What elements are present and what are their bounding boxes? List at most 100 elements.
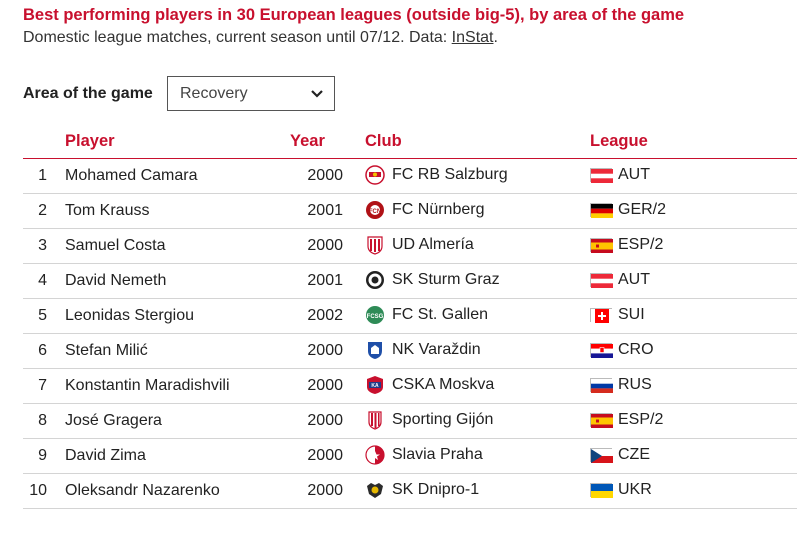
svg-text:KA: KA (371, 383, 379, 389)
row-rank: 8 (38, 412, 47, 429)
row-club-name: Slavia Praha (392, 446, 483, 463)
row-club: Slavia Praha (365, 445, 483, 465)
czechia-flag-icon (590, 448, 613, 463)
switzerland-flag-icon (590, 308, 613, 323)
row-league: AUT (590, 166, 650, 184)
club-logo-icon (365, 445, 385, 465)
players-table: Player Year Club League 1 Mohamed Camara 2… (23, 124, 797, 509)
row-player: David Nemeth (65, 272, 167, 289)
row-club-name: SK Dnipro-1 (392, 481, 480, 498)
club-logo-icon (368, 342, 382, 359)
club-logo-icon (365, 165, 385, 185)
club-logo-icon (368, 411, 382, 430)
area-select-value: Recovery (180, 84, 248, 102)
svg-text:FCSG: FCSG (367, 314, 384, 320)
row-player: David Zima (65, 447, 146, 464)
row-rank: 10 (29, 482, 47, 499)
row-rank: 2 (38, 202, 47, 219)
row-club-name: FC St. Gallen (392, 306, 489, 323)
table-header: Player Year Club League (23, 124, 797, 159)
row-league-code: ESP/2 (618, 236, 664, 253)
table-row: 1 Mohamed Camara 2000 FC RB Salzburg AUT (23, 159, 797, 194)
ukraine-flag-icon (590, 483, 613, 498)
row-rank: 5 (38, 307, 47, 324)
header-league[interactable]: League (590, 132, 648, 150)
subtitle-suffix: . (493, 29, 498, 46)
row-player: Stefan Milić (65, 342, 148, 359)
row-rank: 1 (38, 167, 47, 184)
row-league-code: AUT (618, 166, 650, 183)
row-player: Tom Krauss (65, 202, 150, 219)
header-club[interactable]: Club (365, 132, 402, 150)
row-league-code: CZE (618, 446, 650, 463)
row-league: CRO (590, 341, 654, 359)
row-club: KA CSKA Moskva (365, 375, 494, 395)
data-source-link[interactable]: InStat (451, 29, 494, 46)
russia-flag-icon (590, 378, 613, 393)
filter-label: Area of the game (23, 85, 153, 102)
row-league: SUI (590, 306, 645, 324)
row-league: RUS (590, 376, 652, 394)
row-league-code: CRO (618, 341, 654, 358)
row-year: 2000 (307, 167, 343, 184)
row-league: ESP/2 (590, 236, 663, 254)
area-select[interactable]: Recovery (167, 76, 335, 111)
row-club: UD Almería (365, 235, 474, 255)
row-club-name: UD Almería (392, 236, 474, 253)
club-logo-icon (367, 236, 383, 255)
table-row: 4 David Nemeth 2001 SK Sturm Graz AUT (23, 264, 797, 299)
row-rank: 9 (38, 447, 47, 464)
table-row: 2 Tom Krauss 2001 FCN FC Nürnberg GER/2 (23, 194, 797, 229)
svg-text:FCN: FCN (369, 209, 381, 215)
row-year: 2000 (307, 377, 343, 394)
row-league: AUT (590, 271, 650, 289)
row-league-code: SUI (618, 306, 645, 323)
row-club-name: SK Sturm Graz (392, 271, 500, 288)
row-club: FC RB Salzburg (365, 165, 508, 185)
row-league: GER/2 (590, 201, 666, 219)
table-row: 3 Samuel Costa 2000 UD Almería ESP/2 (23, 229, 797, 264)
germany-flag-icon (590, 203, 613, 218)
header-year[interactable]: Year (290, 132, 325, 150)
row-club-name: Sporting Gijón (392, 411, 494, 428)
row-club: FCSG FC St. Gallen (365, 305, 488, 325)
table-row: 8 José Gragera 2000 Sporting Gijón ESP/2 (23, 404, 797, 439)
row-club: SK Sturm Graz (365, 270, 500, 290)
row-club: SK Dnipro-1 (365, 480, 479, 500)
row-league: CZE (590, 446, 650, 464)
spain-flag-icon (590, 238, 613, 253)
row-league: UKR (590, 481, 652, 499)
row-club-name: FC RB Salzburg (392, 166, 508, 183)
club-logo-icon: KA (367, 376, 383, 394)
page-subtitle: Domestic league matches, current season … (23, 29, 498, 47)
row-league: ESP/2 (590, 411, 663, 429)
row-club-name: NK Varaždin (392, 341, 481, 358)
club-logo-icon (366, 271, 384, 289)
subtitle-text: Domestic league matches, current season … (23, 29, 452, 46)
row-rank: 6 (38, 342, 47, 359)
table-row: 6 Stefan Milić 2000 NK Varaždin CRO (23, 334, 797, 369)
page-title: Best performing players in 30 European l… (23, 6, 685, 24)
row-rank: 3 (38, 237, 47, 254)
row-player: Samuel Costa (65, 237, 166, 254)
row-player: Mohamed Camara (65, 167, 198, 184)
row-club-name: FC Nürnberg (392, 201, 485, 218)
row-rank: 4 (38, 272, 47, 289)
row-player: Leonidas Stergiou (65, 307, 194, 324)
row-year: 2000 (307, 482, 343, 499)
row-club: FCN FC Nürnberg (365, 200, 484, 220)
austria-flag-icon (590, 168, 613, 183)
table-row: 7 Konstantin Maradishvili 2000 KA CSKA Moskv… (23, 369, 797, 404)
austria-flag-icon (590, 273, 613, 288)
croatia-flag-icon (590, 343, 613, 358)
row-club: Sporting Gijón (365, 410, 493, 430)
row-player: José Gragera (65, 412, 162, 429)
row-league-code: GER/2 (618, 201, 667, 218)
chevron-down-icon (311, 89, 323, 98)
row-player: Konstantin Maradishvili (65, 377, 230, 394)
club-logo-icon: FCN (366, 201, 384, 219)
row-league-code: AUT (618, 271, 650, 288)
row-club: NK Varaždin (365, 340, 481, 360)
row-year: 2001 (307, 202, 343, 219)
header-player[interactable]: Player (65, 132, 115, 150)
